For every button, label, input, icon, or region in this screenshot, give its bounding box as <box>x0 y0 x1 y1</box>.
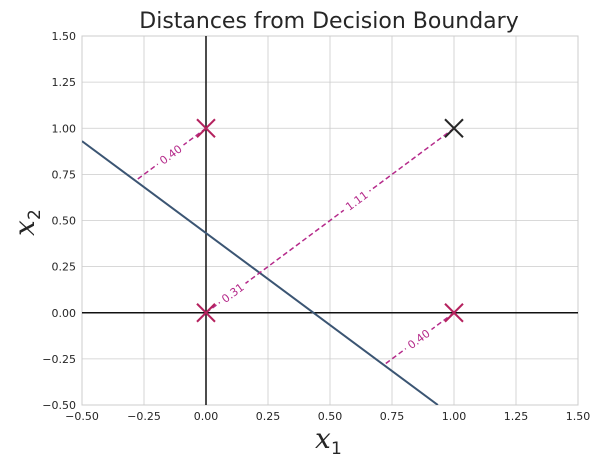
x-tick-label: −0.25 <box>127 410 161 423</box>
x-axis-label: x 1 <box>315 422 342 459</box>
x-tick-label: 0.25 <box>256 410 281 423</box>
x-tick-label: 1.00 <box>442 410 467 423</box>
y-tick-label: 0.25 <box>52 261 77 274</box>
x-tick-label: 0.00 <box>194 410 219 423</box>
marker-stroke <box>196 118 216 138</box>
data-point-x-marker <box>444 303 464 323</box>
distance-label-background <box>153 139 188 170</box>
y-axis-label-base: x <box>8 220 41 236</box>
x-tick-label: 1.25 <box>504 410 529 423</box>
data-point-x-marker <box>444 118 464 138</box>
y-axis-label-sub: 2 <box>25 209 45 220</box>
x-tick-label: 0.50 <box>318 410 343 423</box>
y-tick-label: 1.00 <box>52 122 77 135</box>
marker-stroke <box>444 118 464 138</box>
y-tick-label: −0.25 <box>42 353 76 366</box>
y-tick-label: 0.50 <box>52 215 77 228</box>
distance-label-background <box>339 185 374 216</box>
plot-area: −0.50 −0.25 0.00 0.25 0.50 0.75 1.00 1.25 1.50 −0… <box>42 30 590 423</box>
x-tick-label: 0.75 <box>380 410 405 423</box>
distance-label-background <box>215 277 250 309</box>
marker-stroke <box>196 303 216 323</box>
y-axis-label: x 2 <box>8 209 45 236</box>
y-tick-label: 0.00 <box>52 307 77 320</box>
distance-label-background <box>401 323 436 355</box>
x-tick-label: 1.50 <box>566 410 591 423</box>
y-tick-label: −0.50 <box>42 399 76 412</box>
y-tick-label: 0.75 <box>52 168 77 181</box>
y-tick-label: 1.50 <box>52 30 77 43</box>
x-tick-label: −0.50 <box>65 410 99 423</box>
x-axis-label-sub: 1 <box>331 439 342 459</box>
plot-frame <box>81 35 579 406</box>
data-point-x-marker <box>196 118 216 138</box>
y-tick-label: 1.25 <box>52 76 77 89</box>
data-point-x-marker <box>196 303 216 323</box>
x-axis-label-base: x <box>315 422 331 455</box>
chart-title: Distances from Decision Boundary <box>139 9 518 34</box>
marker-stroke <box>444 303 464 323</box>
